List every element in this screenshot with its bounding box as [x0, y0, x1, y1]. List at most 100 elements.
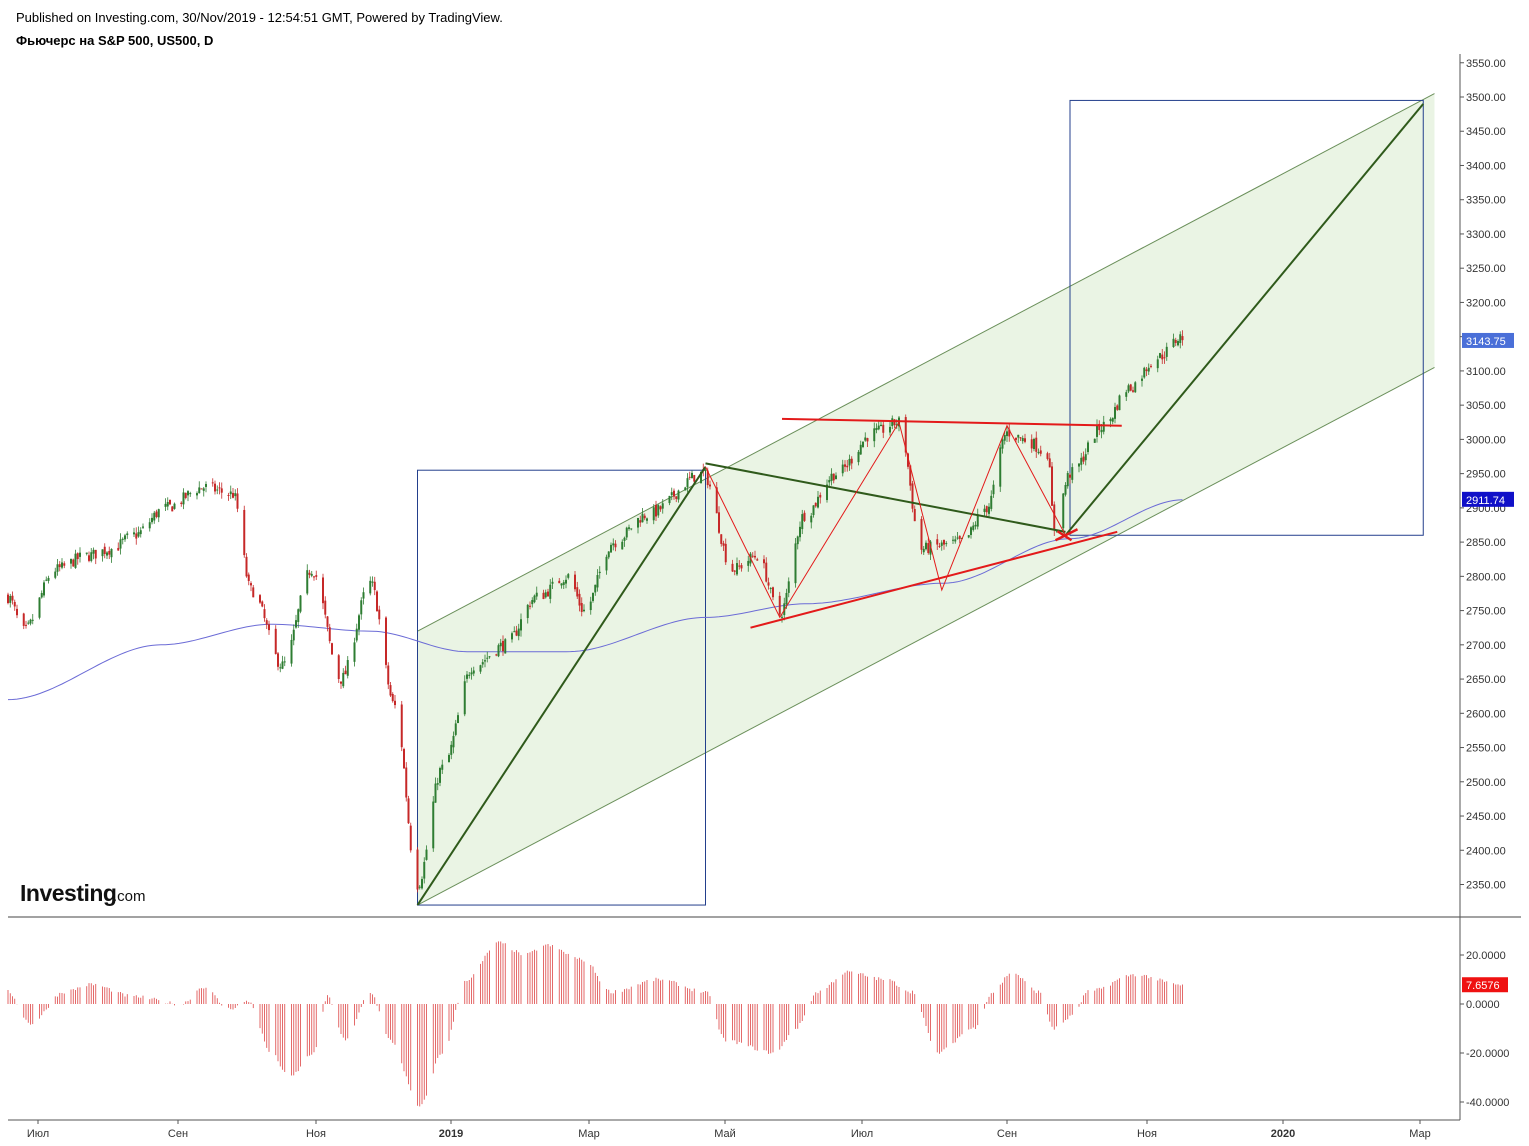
- candle-body: [756, 559, 759, 561]
- candle-body: [844, 464, 846, 467]
- candle-body: [371, 581, 374, 583]
- candle-body: [659, 506, 662, 510]
- candle-body: [1114, 407, 1116, 419]
- candle-body: [938, 545, 941, 547]
- candle-body: [542, 592, 545, 600]
- y-tick-label: 2750.00: [1466, 606, 1506, 618]
- candle-body: [391, 694, 394, 702]
- candle-body: [715, 487, 718, 514]
- candle-body: [857, 451, 860, 463]
- candle-body: [139, 530, 142, 535]
- candle-body: [625, 527, 628, 538]
- candle-body: [1145, 369, 1148, 372]
- candle-body: [769, 587, 772, 589]
- green-trend-line-1: [416, 466, 707, 906]
- y-tick-label: 3300.00: [1466, 229, 1506, 241]
- candle-body: [169, 499, 171, 505]
- candle-body: [85, 552, 88, 554]
- candle-body: [466, 674, 468, 679]
- candle-body: [261, 601, 264, 607]
- candle-body: [835, 475, 837, 480]
- candle-body: [457, 715, 459, 724]
- published-note: Published on Investing.com, 30/Nov/2019 …: [16, 10, 503, 25]
- candle-body: [400, 704, 403, 748]
- candle-body: [643, 515, 646, 519]
- candle-body: [117, 547, 120, 551]
- candle-body: [7, 594, 9, 604]
- candle-body: [596, 575, 599, 588]
- candle-body: [925, 542, 927, 550]
- instrument-title: Фьючерс на S&P 500, US500, D: [16, 33, 214, 48]
- price-range-boxes: [417, 99, 1424, 906]
- candle-body: [25, 624, 27, 626]
- candle-body: [92, 549, 95, 554]
- candle-body: [1172, 338, 1175, 347]
- candle-body: [675, 496, 678, 499]
- candle-body: [153, 512, 156, 521]
- candle-body: [594, 584, 597, 593]
- candle-body: [1017, 434, 1020, 438]
- candle-body: [891, 418, 894, 427]
- candle-body: [1006, 431, 1008, 437]
- candle-body: [913, 508, 916, 522]
- candle-body: [488, 656, 491, 658]
- candle-body: [877, 425, 880, 430]
- candle-body: [205, 484, 207, 487]
- candle-body: [1066, 473, 1069, 487]
- candle-body: [958, 535, 961, 540]
- candle-body: [668, 495, 671, 504]
- y-tick-label: 3000.00: [1466, 434, 1506, 446]
- channel-upper-line: [417, 93, 1435, 632]
- green-trend-line-3: [1064, 103, 1425, 536]
- candle-body: [182, 492, 185, 505]
- candle-body: [470, 672, 473, 675]
- candle-body: [1127, 385, 1130, 392]
- candle-body: [376, 591, 378, 612]
- candle-body: [1001, 439, 1004, 449]
- candle-body: [418, 886, 421, 888]
- candle-body: [342, 672, 345, 687]
- candle-body: [605, 556, 608, 571]
- candle-body: [326, 616, 329, 627]
- candle-body: [468, 674, 471, 676]
- candle-body: [344, 670, 347, 675]
- candle-body: [772, 587, 774, 598]
- ma-value-badge: [1462, 491, 1514, 507]
- candle-body: [974, 524, 977, 527]
- candle-body: [45, 579, 48, 581]
- x-tick-label: Июл: [27, 1128, 49, 1140]
- candle-body: [198, 487, 201, 494]
- candle-body: [693, 475, 696, 482]
- candle-body: [283, 661, 286, 663]
- candle-body: [1141, 378, 1143, 381]
- moving-average-line: [7, 499, 1183, 701]
- candle-body: [1053, 504, 1056, 531]
- candle-body: [999, 447, 1002, 487]
- candle-body: [1069, 474, 1071, 478]
- candle-body: [38, 597, 41, 618]
- candle-body: [895, 424, 898, 426]
- candle-body: [578, 593, 581, 606]
- y-tick-label: 3400.00: [1466, 160, 1506, 172]
- x-tick-label: Сен: [168, 1128, 188, 1140]
- candle-body: [841, 464, 844, 474]
- candle-body: [1082, 456, 1085, 462]
- candle-body: [358, 615, 360, 630]
- candle-body: [202, 488, 205, 491]
- candle-body: [558, 580, 561, 584]
- candle-body: [155, 511, 158, 517]
- candle-body: [1003, 434, 1006, 441]
- candle-body: [520, 619, 522, 631]
- candle-body: [922, 548, 925, 553]
- osc-value-badge: [1462, 977, 1508, 993]
- candle-body: [988, 506, 990, 514]
- candle-body: [31, 619, 34, 621]
- candle-body: [436, 783, 439, 785]
- candle-body: [268, 624, 270, 631]
- candle-body: [787, 581, 790, 593]
- candle-body: [1080, 457, 1083, 465]
- candle-body: [227, 494, 230, 496]
- candle-body: [817, 496, 819, 508]
- candle-body: [232, 492, 234, 498]
